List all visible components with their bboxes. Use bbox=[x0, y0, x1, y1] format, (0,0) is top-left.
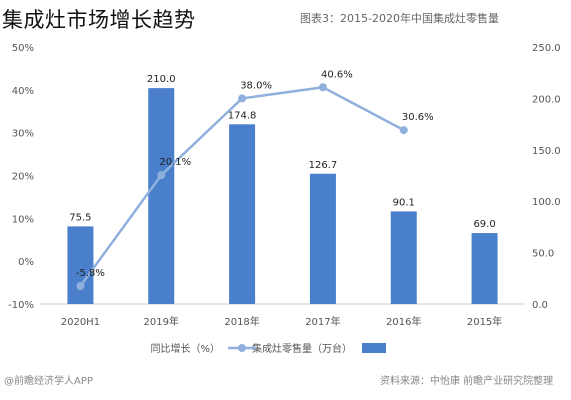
line-point bbox=[238, 94, 247, 103]
bar-data-label: 69.0 bbox=[473, 219, 495, 230]
bar-data-label: 75.5 bbox=[69, 212, 91, 223]
y-right-tick-label: 200.0 bbox=[532, 94, 561, 105]
legend-bar-label: 集成灶零售量（万台） bbox=[252, 342, 352, 355]
bar bbox=[390, 211, 417, 304]
source-left: @前瞻经济学人APP bbox=[4, 376, 93, 387]
line-point bbox=[399, 126, 408, 135]
line-layer: -5.8% 20.1% 38.0% 40.6% 30.6% bbox=[76, 69, 434, 291]
bar bbox=[67, 226, 94, 304]
line-point bbox=[318, 83, 327, 92]
y-left-tick-label: 30% bbox=[12, 129, 34, 140]
legend-line-label: 同比增长（%） bbox=[150, 342, 220, 355]
line-data-label: 38.0% bbox=[240, 80, 272, 91]
y-right-tick-label: 50.0 bbox=[532, 249, 554, 260]
y-right-tick-label: 0.0 bbox=[532, 300, 548, 311]
line-data-label: 40.6% bbox=[321, 69, 353, 80]
y-left-tick-label: 20% bbox=[12, 172, 34, 183]
page-title: 集成灶市场增长趋势 bbox=[2, 8, 196, 32]
source-right: 资料来源：中怡康 前瞻产业研究院整理 bbox=[380, 376, 554, 387]
bar-data-label: 90.1 bbox=[393, 197, 415, 208]
legend: 集成灶零售量（万台） 同比增长（%） bbox=[150, 342, 386, 355]
y-left-tick-label: 10% bbox=[12, 214, 34, 225]
x-tick-label: 2017年 bbox=[305, 315, 340, 328]
bar bbox=[309, 173, 336, 304]
x-tick-label: 2019年 bbox=[144, 315, 179, 328]
line-data-label: -5.8% bbox=[76, 268, 105, 279]
bar-data-label: 174.8 bbox=[228, 110, 257, 121]
y-left-tick-label: 50% bbox=[12, 43, 34, 54]
tick-layer: -10% 0% 10% 20% 30% 40% 50% 0.0 50.0 100.0 150.0 20… bbox=[8, 43, 560, 328]
line-data-label: 30.6% bbox=[402, 112, 434, 123]
y-right-tick-label: 150.0 bbox=[532, 146, 561, 157]
bar-data-label: 210.0 bbox=[147, 74, 176, 85]
line-data-label: 20.1% bbox=[159, 157, 191, 168]
legend-bar-swatch bbox=[362, 343, 386, 353]
bar bbox=[148, 88, 175, 305]
y-left-tick-label: 0% bbox=[18, 257, 34, 268]
line-point bbox=[76, 282, 85, 291]
x-tick-label: 2018年 bbox=[224, 315, 259, 328]
x-tick-label: 2015年 bbox=[467, 315, 502, 328]
bar-layer: 75.5 210.0 174.8 126.7 90.1 69.0 bbox=[67, 74, 498, 305]
chart-title: 图表3：2015-2020年中国集成灶零售量 bbox=[300, 12, 499, 25]
y-right-tick-label: 100.0 bbox=[532, 197, 561, 208]
bar bbox=[229, 124, 256, 304]
bar bbox=[471, 233, 498, 304]
legend-line-marker bbox=[238, 344, 246, 352]
y-right-tick-label: 250.0 bbox=[532, 43, 561, 54]
line-point bbox=[157, 171, 166, 180]
y-left-tick-label: 40% bbox=[12, 86, 34, 97]
bar-data-label: 126.7 bbox=[309, 160, 338, 171]
x-tick-label: 2020H1 bbox=[61, 317, 100, 328]
x-tick-label: 2016年 bbox=[386, 315, 421, 328]
y-left-tick-label: -10% bbox=[8, 300, 34, 311]
